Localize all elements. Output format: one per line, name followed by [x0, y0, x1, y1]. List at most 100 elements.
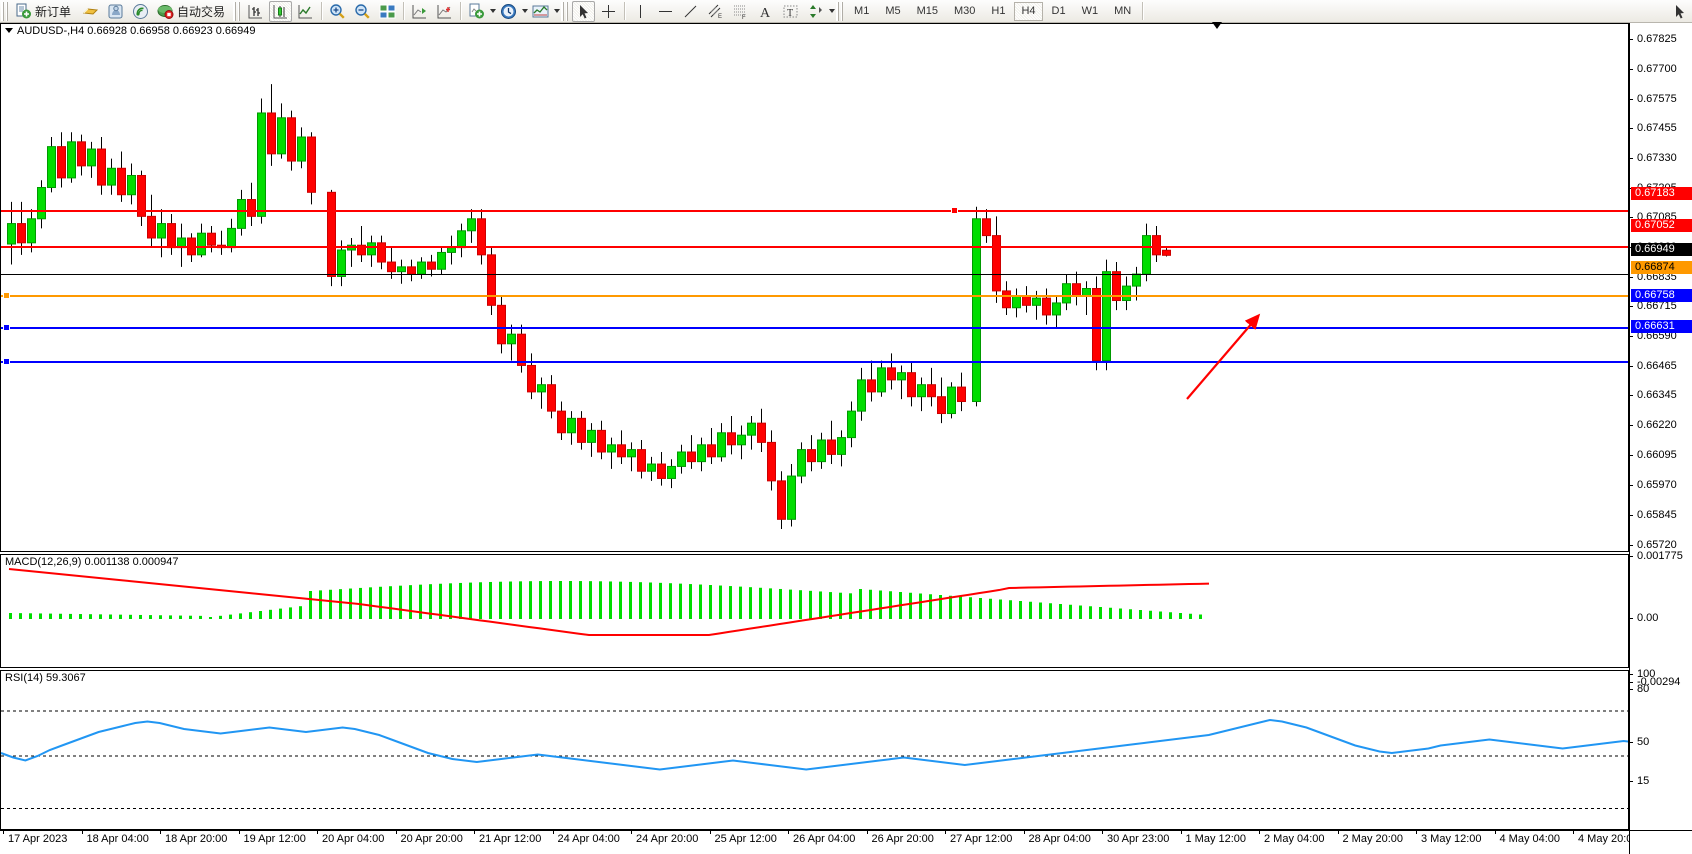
timeframe-mn[interactable]: MN — [1114, 5, 1132, 17]
timeframe-w1[interactable]: W1 — [1081, 5, 1099, 17]
zoom-out-icon — [354, 3, 371, 20]
text-tool-button[interactable]: A — [754, 1, 777, 22]
line-chart-button[interactable] — [294, 1, 317, 22]
price-pane[interactable]: AUDUSD-,H4 0.66928 0.66958 0.66923 0.669… — [0, 23, 1629, 552]
mql5-community-button[interactable] — [104, 1, 127, 22]
time-tick: 24 Apr 04:00 — [552, 830, 620, 845]
axis-corner — [1629, 830, 1692, 854]
price-level-label-current-price[interactable]: 0.66949 — [1631, 243, 1692, 257]
level-handle-resistance-1[interactable] — [951, 207, 958, 214]
auto-scroll-icon — [436, 3, 453, 20]
bullish-arrow-annotation[interactable] — [1181, 309, 1301, 419]
fibonacci-tool-button[interactable]: F — [729, 1, 752, 22]
new-chart-button[interactable] — [465, 1, 488, 22]
toolbar-separator-5 — [1142, 2, 1144, 20]
timeframe-d1[interactable]: D1 — [1051, 5, 1066, 17]
arrows-tool-button[interactable] — [804, 1, 827, 22]
toolbar-separator-4 — [624, 2, 626, 20]
community-cloud-icon — [107, 3, 124, 20]
level-line-pending-order[interactable] — [1, 295, 1628, 297]
pointer-right-icon-button[interactable] — [1668, 1, 1691, 22]
time-tick: 17 Apr 2023 — [2, 830, 68, 845]
timeframe-h4[interactable]: H4 — [1014, 1, 1043, 21]
time-tick: 26 Apr 20:00 — [866, 830, 934, 845]
scroll-position-marker[interactable] — [1212, 22, 1222, 29]
gold-bar-icon — [82, 3, 99, 20]
cursor-arrow-right-icon — [1671, 3, 1688, 20]
timeframe-m15[interactable]: M15 — [916, 5, 938, 17]
price-tick: 0.65845 — [1630, 509, 1692, 521]
bar-chart-button[interactable] — [244, 1, 267, 22]
candlestick-chart-button[interactable] — [269, 0, 293, 22]
symbol-header: AUDUSD-,H4 0.66928 0.66958 0.66923 0.669… — [5, 25, 256, 37]
horizontal-line-tool-button[interactable] — [654, 1, 677, 22]
templates-button[interactable] — [529, 1, 552, 22]
signals-button[interactable] — [129, 1, 152, 22]
rsi-series — [1, 710, 1628, 809]
toolbar-grip-lines[interactable] — [561, 1, 569, 21]
price-level-label-resistance[interactable]: 0.67052 — [1631, 218, 1692, 232]
periodicity-button[interactable] — [497, 1, 520, 22]
level-line-support-1[interactable] — [1, 327, 1628, 329]
chart-shift-button[interactable] — [408, 1, 431, 22]
auto-scroll-button[interactable] — [433, 1, 456, 22]
level-handle-support-1[interactable] — [3, 324, 10, 331]
price-level-label-pending-order[interactable]: 0.66874 — [1631, 261, 1692, 275]
periodicity-dropdown-icon[interactable] — [522, 9, 529, 13]
rsi-pane[interactable]: RSI(14) 59.3067 — [0, 670, 1629, 830]
equidistant-channel-tool-button[interactable]: E — [704, 1, 727, 22]
cursor-tool-button[interactable] — [572, 0, 596, 22]
price-tick: 0.67700 — [1630, 63, 1692, 75]
crosshair-tool-button[interactable] — [597, 1, 620, 22]
price-level-label-resistance[interactable]: 0.67183 — [1631, 187, 1692, 200]
level-line-support-2[interactable] — [1, 361, 1628, 363]
chart-shift-icon — [411, 3, 428, 20]
time-axis[interactable]: 17 Apr 2023 18 Apr 04:00 18 Apr 20:00 19 Ap… — [0, 830, 1639, 854]
new-order-button[interactable]: 新订单 — [12, 1, 77, 22]
time-tick: 20 Apr 04:00 — [316, 830, 385, 845]
timeframe-h1[interactable]: H1 — [991, 5, 1006, 17]
new-order-icon — [15, 3, 32, 20]
macd-pane[interactable]: MACD(12,26,9) 0.001138 0.000947 — [0, 554, 1629, 668]
level-handle-pending-order[interactable] — [3, 292, 10, 299]
chart-area[interactable]: AUDUSD-,H4 0.66928 0.66958 0.66923 0.669… — [0, 22, 1692, 854]
time-tick: 1 May 12:00 — [1180, 830, 1247, 845]
arrows-dropdown-icon[interactable] — [829, 9, 836, 13]
level-handle-support-2[interactable] — [3, 358, 10, 365]
candlestick-chart-icon — [272, 3, 289, 20]
auto-trading-button[interactable]: 自动交易 — [154, 1, 231, 22]
price-tick: 0.66220 — [1630, 419, 1692, 431]
toolbar-grip-charts[interactable] — [233, 1, 241, 21]
timeframe-m5[interactable]: M5 — [885, 5, 901, 17]
new-chart-dropdown-icon[interactable] — [490, 9, 497, 13]
level-line-resistance-2[interactable] — [1, 246, 1628, 248]
templates-dropdown-icon[interactable] — [554, 9, 561, 13]
price-level-label-support[interactable]: 0.66758 — [1631, 289, 1692, 303]
timeframe-m30[interactable]: M30 — [954, 5, 976, 17]
trendline-tool-button[interactable] — [679, 1, 702, 22]
time-tick: 2 May 04:00 — [1259, 830, 1325, 845]
fibonacci-icon: F — [732, 3, 749, 21]
price-axis[interactable]: 0.678250.677000.675750.674550.673300.672… — [1629, 23, 1692, 830]
macd-series — [8, 568, 1210, 636]
level-line-resistance-1[interactable] — [1, 210, 1628, 212]
collapse-triangle-icon[interactable] — [5, 28, 13, 33]
rsi-tick: 80 — [1630, 683, 1692, 695]
price-tick: 0.65970 — [1630, 479, 1692, 491]
toolbar-grip-standard[interactable] — [1, 1, 8, 21]
vertical-line-tool-button[interactable] — [629, 1, 652, 22]
time-tick: 25 Apr 12:00 — [709, 830, 777, 845]
text-label-tool-button[interactable]: T — [779, 1, 802, 22]
tile-windows-button[interactable] — [376, 1, 399, 22]
time-tick: 3 May 12:00 — [1416, 830, 1482, 845]
time-tick: 30 Apr 23:00 — [1101, 830, 1170, 845]
zoom-in-button[interactable] — [326, 1, 349, 22]
price-tick: 0.67330 — [1630, 152, 1692, 164]
zoom-out-button[interactable] — [351, 1, 374, 22]
toolbar-grip-periods[interactable] — [836, 1, 844, 21]
auto-trading-icon — [157, 3, 174, 20]
price-level-label-support[interactable]: 0.66631 — [1631, 319, 1692, 333]
price-tick: 0.65720 — [1630, 539, 1692, 551]
timeframe-m1[interactable]: M1 — [854, 5, 870, 17]
publisher-button[interactable] — [79, 1, 102, 22]
